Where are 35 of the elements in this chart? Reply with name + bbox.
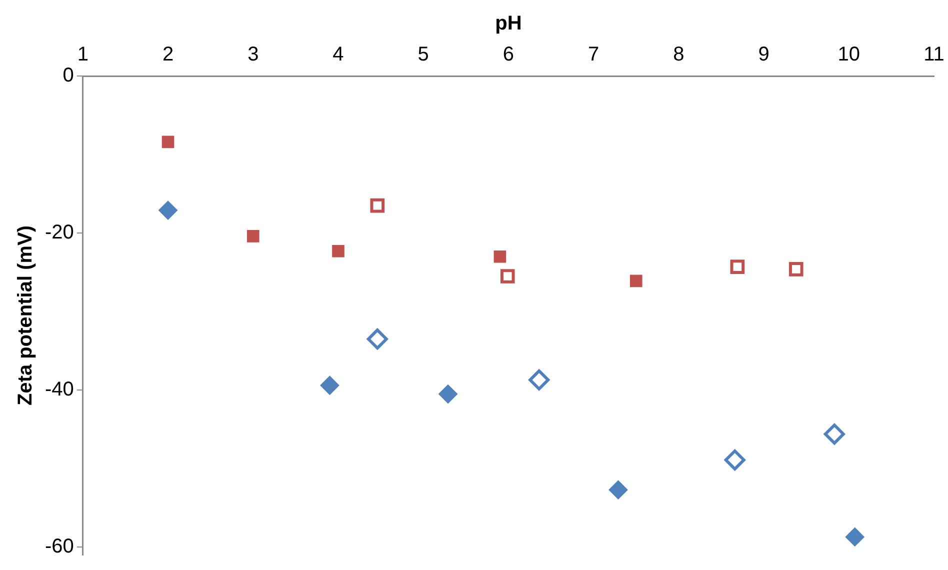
y-axis-title: Zeta potential (mV): [14, 225, 37, 406]
y-tick-label: 0: [62, 64, 74, 87]
y-tick-label: -60: [45, 536, 74, 558]
point: [724, 449, 746, 470]
point: [162, 136, 174, 148]
point: [630, 274, 642, 288]
x-axis-title: pH: [495, 12, 522, 35]
x-tick-label: 10: [838, 44, 860, 66]
x-tick-label: 11: [924, 44, 944, 66]
x-tick-label: 3: [248, 44, 259, 66]
y-tick-label: -20: [45, 222, 74, 244]
point: [332, 244, 344, 258]
x-tick-label: 6: [502, 44, 514, 66]
x-tick-label: 8: [673, 44, 684, 66]
x-tick-label: 2: [162, 44, 174, 66]
point: [824, 424, 845, 445]
point: [246, 230, 260, 242]
x-tick-label: 1: [77, 44, 88, 66]
point: [320, 376, 340, 395]
x-tick-label: 7: [588, 44, 600, 66]
y-tick-label: -40: [45, 378, 74, 401]
point: [730, 260, 745, 274]
x-tick-label: 4: [332, 44, 344, 66]
point: [845, 527, 864, 546]
point: [500, 269, 515, 284]
point: [158, 200, 178, 220]
x-tick-label: 5: [418, 44, 429, 66]
x-tick-label: 9: [758, 44, 770, 66]
point: [438, 384, 458, 404]
point: [366, 328, 388, 350]
point: [528, 369, 550, 390]
point: [494, 250, 506, 263]
point: [608, 480, 628, 500]
point: [788, 262, 804, 276]
point: [370, 198, 385, 213]
